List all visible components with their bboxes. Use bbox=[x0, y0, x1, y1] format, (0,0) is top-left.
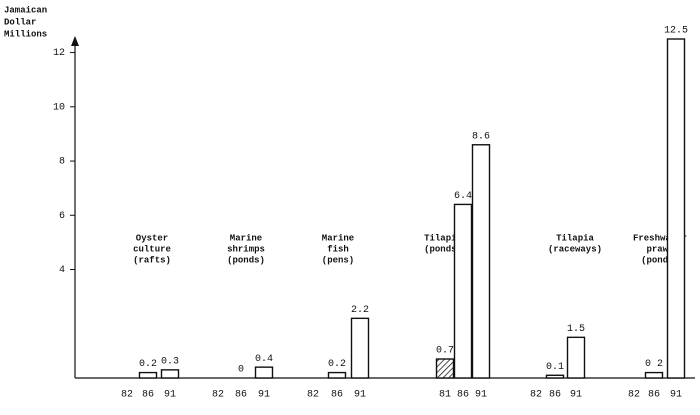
x-tick-label: 82 bbox=[307, 390, 319, 401]
value-label: 0 bbox=[238, 365, 244, 376]
group-label: (ponds) bbox=[424, 244, 462, 254]
y-axis-title: Dollar bbox=[4, 17, 36, 27]
value-label: 12.5 bbox=[664, 26, 688, 37]
value-label: 0.4 bbox=[255, 354, 273, 365]
bar bbox=[350, 317, 370, 379]
x-tick-label: 91 bbox=[670, 390, 682, 401]
value-label: 0.7 bbox=[436, 346, 454, 357]
bar bbox=[435, 358, 455, 379]
bar bbox=[160, 369, 180, 379]
x-tick-label: 86 bbox=[142, 390, 154, 401]
x-tick-label: 91 bbox=[475, 390, 487, 401]
value-label: 0.3 bbox=[161, 357, 179, 368]
value-label: 0.2 bbox=[139, 359, 157, 370]
y-axis-title: Jamaican bbox=[4, 5, 47, 15]
group-label: (ponds) bbox=[641, 255, 679, 265]
value-label: 0 2 bbox=[645, 359, 663, 370]
x-tick-label: 86 bbox=[235, 390, 247, 401]
group-label: (pens) bbox=[322, 255, 354, 265]
group-label: (ponds) bbox=[227, 255, 265, 265]
x-tick-label: 86 bbox=[549, 390, 561, 401]
value-label: 0.1 bbox=[546, 362, 564, 373]
bar bbox=[254, 366, 274, 379]
bar bbox=[138, 371, 158, 379]
x-tick-label: 81 bbox=[439, 390, 451, 401]
value-label: 2.2 bbox=[351, 305, 369, 316]
value-label: 1.5 bbox=[567, 324, 585, 335]
group-label: culture bbox=[133, 244, 171, 254]
bar bbox=[471, 144, 491, 379]
y-tick-label: 8 bbox=[59, 157, 65, 168]
group-label: fish bbox=[327, 244, 349, 254]
group-label: Oyster bbox=[136, 233, 168, 243]
group-label: (raceways) bbox=[548, 244, 602, 254]
x-tick-label: 91 bbox=[164, 390, 176, 401]
group-label: Marine bbox=[322, 233, 354, 243]
x-tick-label: 91 bbox=[354, 390, 366, 401]
y-axis-arrow bbox=[71, 36, 79, 46]
y-tick-label: 12 bbox=[53, 48, 65, 59]
y-axis-title: Millions bbox=[4, 29, 47, 39]
y-tick-label: 4 bbox=[59, 265, 65, 276]
value-label: 8.6 bbox=[472, 131, 490, 142]
group-label: Freshwater bbox=[633, 233, 687, 243]
group-label: Tilapia bbox=[556, 233, 594, 243]
x-tick-label: 82 bbox=[628, 390, 640, 401]
x-tick-label: 86 bbox=[331, 390, 343, 401]
x-tick-label: 86 bbox=[457, 390, 469, 401]
group-label: shrimps bbox=[227, 244, 265, 254]
group-label: prawn bbox=[646, 244, 673, 254]
y-tick-label: 6 bbox=[59, 211, 65, 222]
bar bbox=[566, 336, 586, 379]
group-label: Marine bbox=[230, 233, 262, 243]
x-tick-label: 82 bbox=[530, 390, 542, 401]
bar bbox=[327, 371, 347, 379]
group-label: (rafts) bbox=[133, 255, 171, 265]
value-label: 6.4 bbox=[454, 191, 472, 202]
x-tick-label: 86 bbox=[648, 390, 660, 401]
x-tick-label: 82 bbox=[212, 390, 224, 401]
bar bbox=[644, 371, 664, 379]
bar bbox=[453, 203, 473, 379]
bar bbox=[545, 374, 565, 379]
y-tick-label: 10 bbox=[53, 102, 65, 113]
bar bbox=[666, 38, 686, 379]
x-tick-label: 82 bbox=[121, 390, 133, 401]
x-tick-label: 91 bbox=[570, 390, 582, 401]
x-tick-label: 91 bbox=[258, 390, 270, 401]
value-label: 0.2 bbox=[328, 359, 346, 370]
group-label: Tilapia bbox=[424, 233, 462, 243]
